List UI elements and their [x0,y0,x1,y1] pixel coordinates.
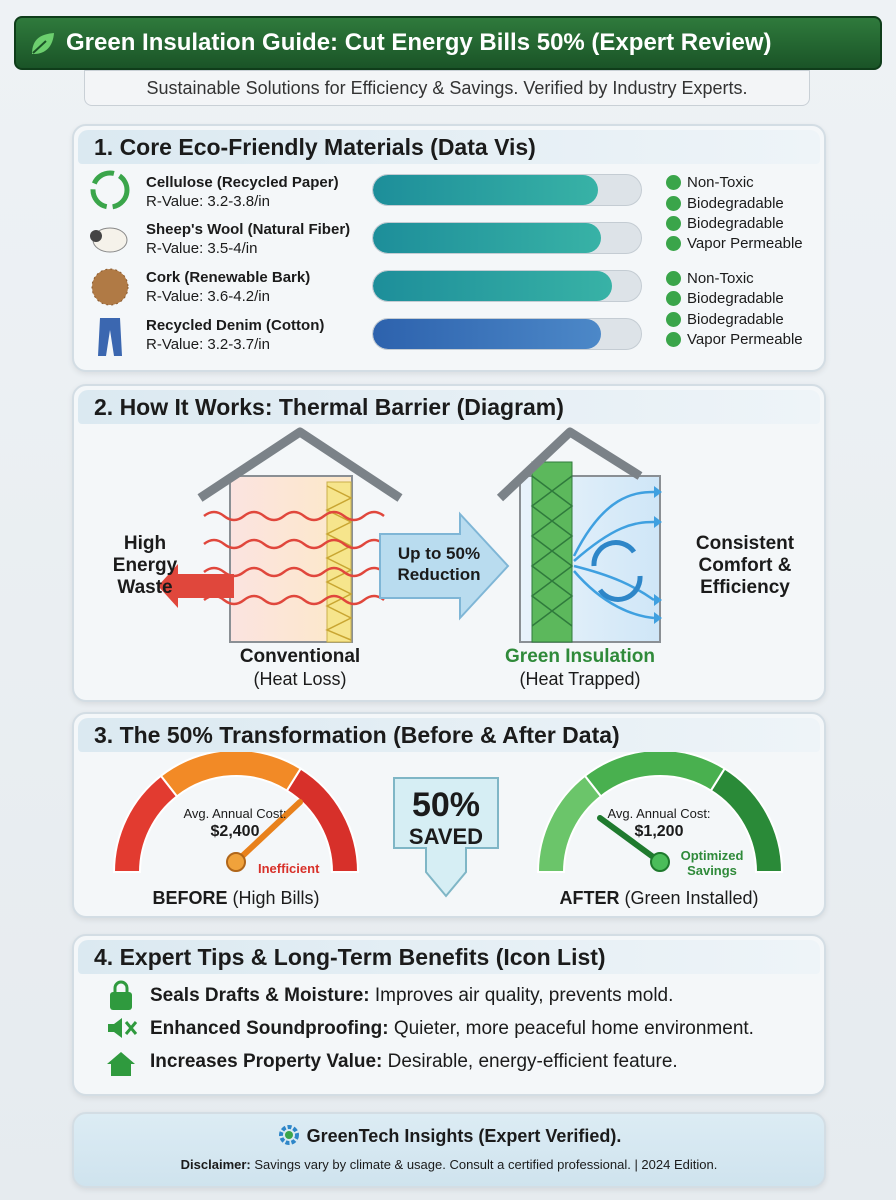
conventional-caption: (Heat Loss) [253,669,347,689]
tips-panel: 4. Expert Tips & Long-Term Benefits (Ico… [72,934,826,1096]
check-icon [666,196,681,211]
section-title: 3. The 50% Transformation (Before & Afte… [78,718,820,752]
thermal-diagram [158,427,662,643]
tip-title: Increases Property Value: [150,1051,383,1072]
material-name: Cork (Renewable Bark) [146,269,311,286]
caption: (High Bills) [232,888,320,908]
gauge-segment [536,774,603,873]
feature: Non-Toxic [666,173,754,193]
arrow-label: Up to 50% Reduction [397,544,481,584]
label: AFTER [559,888,620,908]
badge-percent: 50% [411,786,481,824]
bar-fill [373,271,612,301]
header-title: Green Insulation Guide: Cut Energy Bills… [66,29,772,56]
footer-disclaimer: Disclaimer: Savings vary by climate & us… [74,1157,824,1172]
gauges [112,752,784,898]
feature: Biodegradable [666,194,784,214]
material-rvalue: R-Value: 3.2-3.8/in [146,193,270,210]
gauge-segment [583,752,727,798]
green-name: Green Insulation [505,646,655,667]
tip: Seals Drafts & Moisture: Improves air qu… [150,984,673,1008]
check-icon [666,236,681,251]
material-name: Recycled Denim (Cotton) [146,317,325,334]
material-rvalue: R-Value: 3.6-4.2/in [146,288,270,305]
check-icon [666,312,681,327]
bar-track [372,174,642,206]
after-label: AFTER (Green Installed) [524,888,794,909]
badge-text: SAVED [408,824,484,849]
feature-text: Non-Toxic [687,174,754,191]
gauge-segment [112,774,179,873]
disclaimer-text: Savings vary by climate & usage. Consult… [254,1157,718,1172]
tip-title: Seals Drafts & Moisture: [150,985,370,1006]
green-caption: (Heat Trapped) [519,669,641,689]
feature: Biodegradable [666,289,784,309]
label: BEFORE [152,888,228,908]
bar-fill [373,223,601,253]
gauge-segment [159,752,303,798]
feature: Biodegradable [666,214,784,234]
header-banner [14,16,882,70]
check-icon [666,271,681,286]
check-icon [666,332,681,347]
material-name: Cellulose (Recycled Paper) [146,174,339,191]
material-icons [90,170,130,356]
gear-icon [278,1125,299,1145]
section-title: 2. How It Works: Thermal Barrier (Diagra… [78,390,820,424]
status: Optimized Savings [680,848,744,878]
cost: $1,200 [634,823,684,840]
footer-brand-row: GreenTech Insights (Expert Verified). [74,1124,824,1147]
feature-text: Biodegradable [687,215,784,232]
cost-label: Avg. Annual Cost: [183,806,287,821]
section-title: 1. Core Eco-Friendly Materials (Data Vis… [78,130,820,164]
feature-text: Non-Toxic [687,270,754,287]
bar-track [372,318,642,350]
feature: Vapor Permeable [666,330,803,350]
left-label: High Energy Waste [112,533,178,598]
leaf-icon [32,33,54,54]
bar-fill [373,319,601,349]
feature: Non-Toxic [666,269,754,289]
feature: Vapor Permeable [666,234,803,254]
status: Inefficient [258,861,320,876]
check-icon [666,216,681,231]
conventional-name: Conventional [239,646,361,667]
check-icon [666,175,681,190]
material-rvalue: R-Value: 3.2-3.7/in [146,336,270,353]
footer-brand: GreenTech Insights (Expert Verified). [306,1126,622,1146]
cost-label: Avg. Annual Cost: [607,806,711,821]
gauge-segment [709,767,784,873]
tip-text: Quieter, more peaceful home environment. [393,1018,754,1039]
tip-text: Desirable, energy-efficient feature. [387,1051,678,1072]
tip: Increases Property Value: Desirable, ene… [150,1050,678,1074]
header-subtitle: Sustainable Solutions for Efficiency & S… [84,70,810,106]
footer-panel [72,1112,826,1188]
feature-text: Vapor Permeable [687,235,803,252]
check-icon [666,291,681,306]
bar-fill [373,175,599,205]
feature-text: Biodegradable [687,195,784,212]
material-name: Sheep's Wool (Natural Fiber) [146,221,351,238]
caption: (Green Installed) [624,888,759,908]
tip: Enhanced Soundproofing: Quieter, more pe… [150,1017,754,1041]
feature-text: Vapor Permeable [687,331,803,348]
material-rvalue: R-Value: 3.5-4/in [146,240,258,257]
bar-track [372,222,642,254]
tip-text: Improves air quality, prevents mold. [374,985,674,1006]
bar-track [372,270,642,302]
feature-text: Biodegradable [687,311,784,328]
tip-title: Enhanced Soundproofing: [150,1018,389,1039]
feature: Biodegradable [666,310,784,330]
section-title: 4. Expert Tips & Long-Term Benefits (Ico… [78,940,820,974]
feature-text: Biodegradable [687,290,784,307]
cost: $2,400 [210,823,260,840]
before-label: BEFORE (High Bills) [116,888,356,909]
tip-icons [107,980,138,1076]
disclaimer-label: Disclaimer: [180,1157,251,1172]
right-label: Consistent Comfort & Efficiency [695,533,795,598]
gauge-segment [285,767,360,873]
